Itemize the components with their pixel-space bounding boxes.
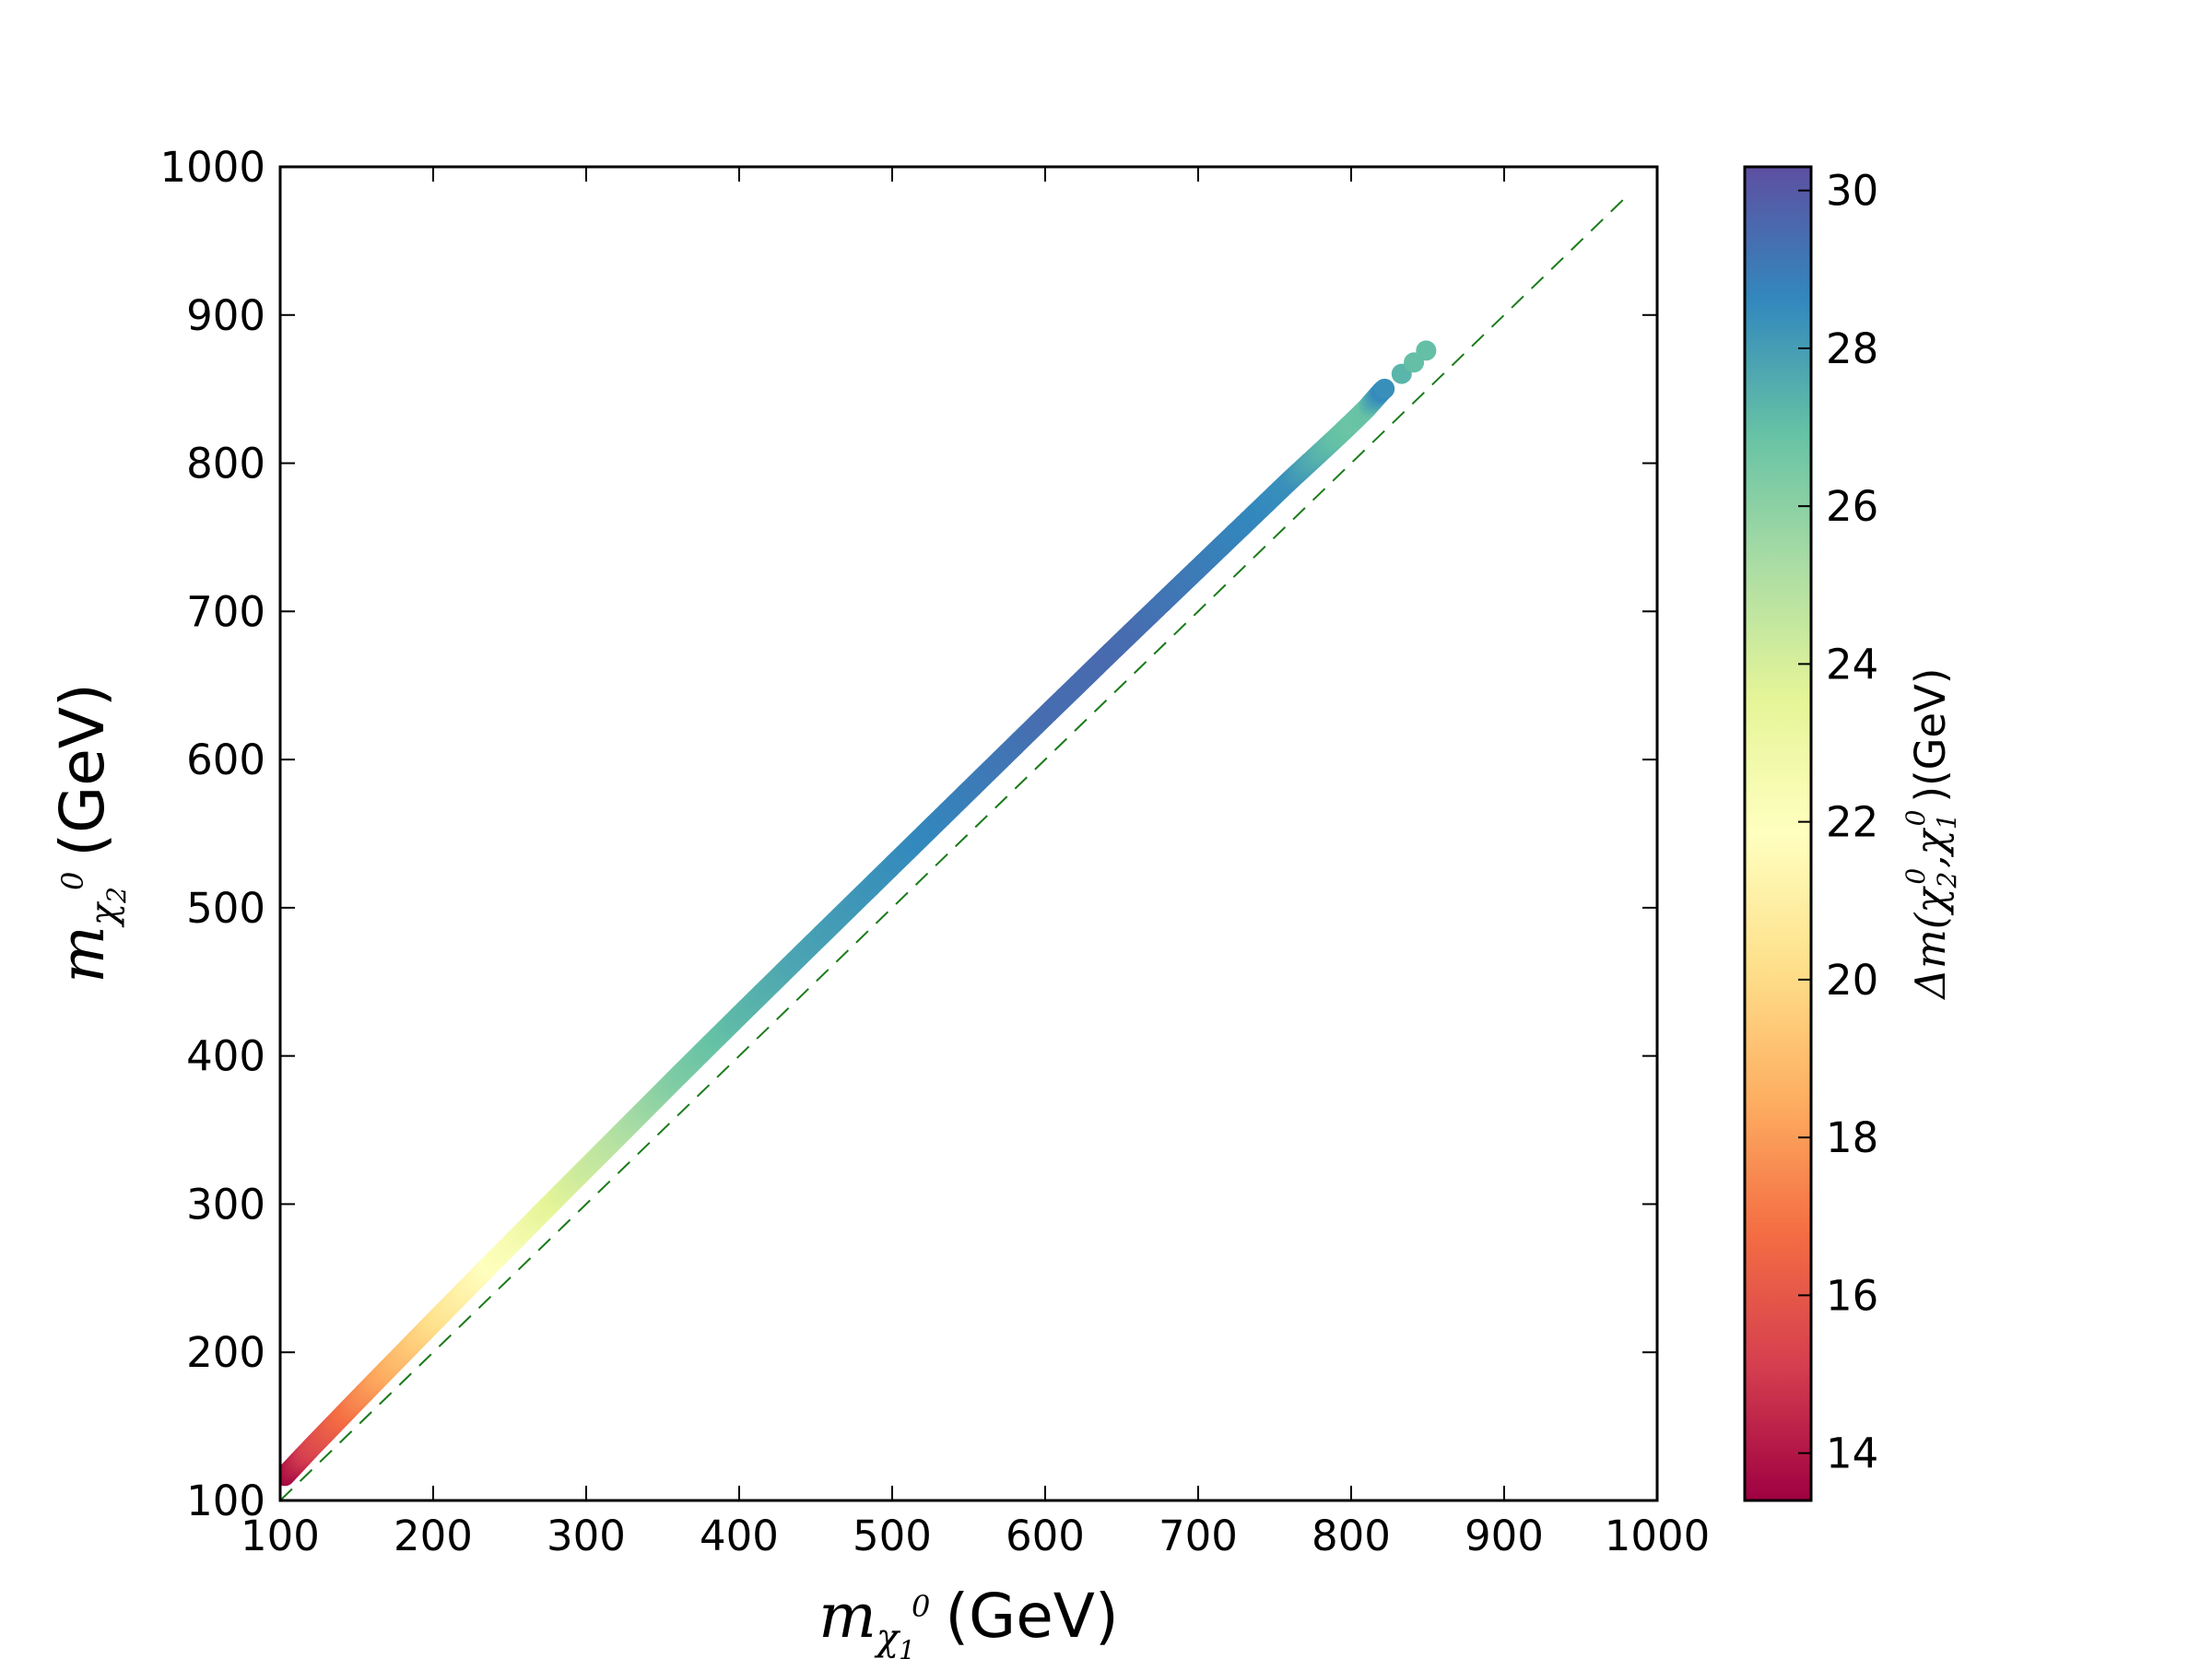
y-axis-ticks: 100 200 300 400 500 600 700 800 900 1000 [159,143,1657,1525]
y-tick-label: 200 [186,1328,265,1377]
y-tick-label: 1000 [159,143,265,192]
reference-diagonal-line [280,195,1628,1500]
colorbar-tick-label: 14 [1826,1430,1878,1478]
colorbar-tick-label: 16 [1826,1271,1878,1320]
colorbar-tick-label: 24 [1826,640,1878,688]
x-tick-label: 1000 [1605,1512,1711,1560]
y-tick-label: 100 [186,1477,265,1525]
x-axis-label: mχ10 (GeV) [818,1581,1118,1659]
x-tick-label: 100 [241,1512,320,1560]
y-tick-label: 300 [186,1180,265,1229]
colorbar [1743,165,1813,1502]
x-tick-label: 800 [1312,1512,1391,1560]
y-tick-label: 800 [186,440,265,488]
y-tick-label: 900 [186,291,265,340]
x-tick-label: 700 [1159,1512,1238,1560]
x-tick-label: 900 [1465,1512,1544,1560]
plot-frame [278,165,1659,1502]
x-tick-label: 300 [547,1512,626,1560]
colorbar-tick-label: 20 [1826,956,1878,1005]
y-axis-label: mχ20(GeV) [47,683,132,982]
x-tick-label: 200 [394,1512,473,1560]
colorbar-tick-label: 26 [1826,482,1878,531]
y-tick-label: 600 [186,735,265,784]
x-tick-label: 500 [853,1512,932,1560]
data-points [280,340,1437,1487]
y-tick-label: 500 [186,884,265,933]
colorbar-label: Δm(χ20,χ10)(GeV) [1900,668,1962,1001]
colorbar-tick-label: 30 [1826,167,1878,216]
x-tick-label: 600 [1006,1512,1085,1560]
x-tick-label: 400 [700,1512,779,1560]
colorbar-ticks: 14 16 18 20 22 24 26 28 30 [1798,167,1878,1478]
data-point [1416,340,1437,361]
colorbar-tick-label: 18 [1826,1113,1878,1162]
colorbar-tick-label: 28 [1826,324,1878,373]
x-axis-ticks: 100 200 300 400 500 600 700 800 900 1000 [241,167,1710,1560]
y-tick-label: 400 [186,1032,265,1081]
data-point [1374,378,1395,399]
colorbar-tick-label: 22 [1826,798,1878,847]
y-tick-label: 700 [186,587,265,636]
